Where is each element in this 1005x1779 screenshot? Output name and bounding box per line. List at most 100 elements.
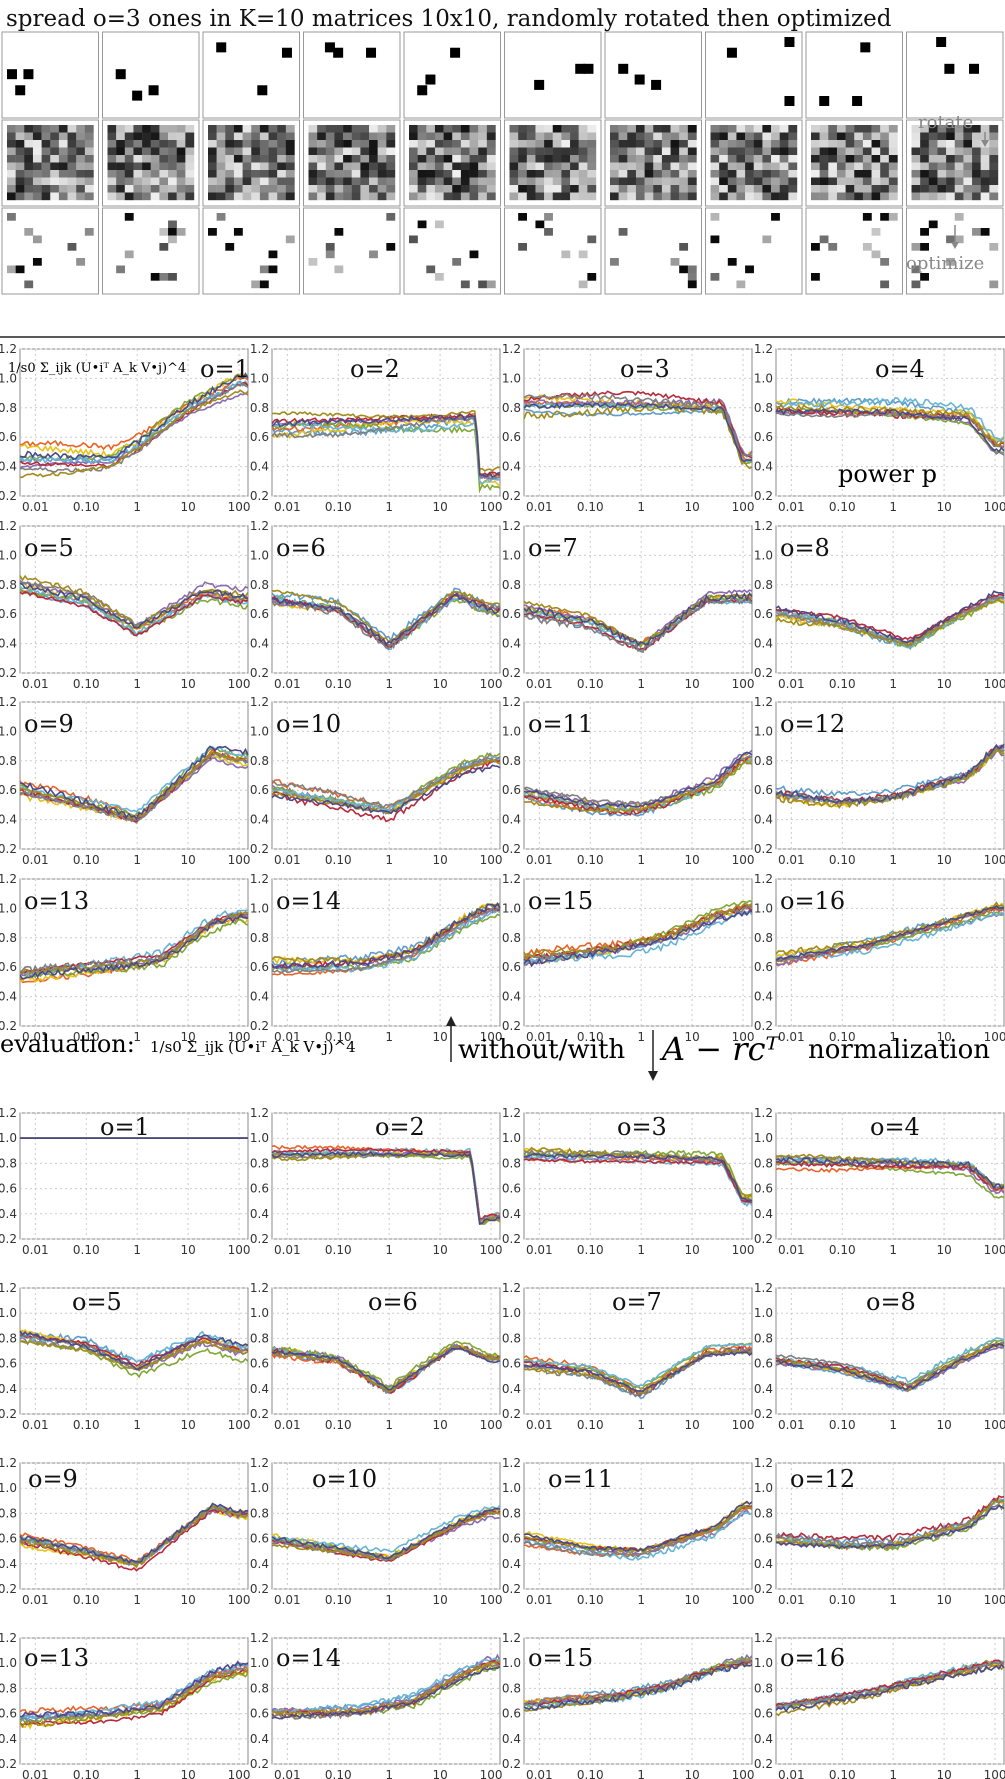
y-tick-label: 0.8 (502, 931, 521, 945)
matrix-pixel (911, 162, 921, 171)
matrix-pixel (308, 177, 318, 186)
matrix-pixel (679, 243, 689, 251)
matrix-pixel (277, 147, 287, 156)
matrix-pixel (76, 140, 86, 148)
y-tick-label: 0.8 (754, 1331, 773, 1345)
matrix-pixel (116, 265, 125, 274)
matrix-pixel (478, 155, 488, 163)
matrix-pixel (509, 132, 519, 141)
x-tick-label: 100 (984, 1768, 1005, 1779)
matrix-pixel (845, 170, 855, 178)
y-tick-label: 0.6 (502, 1532, 521, 1546)
matrix-pixel (880, 185, 890, 193)
x-tick-label: 1 (133, 1418, 141, 1432)
matrix-pixel (836, 155, 846, 163)
matrix-pixel (142, 192, 151, 201)
x-tick-label: 10 (432, 1243, 447, 1257)
matrix-pixel (845, 162, 855, 171)
matrix-pixel (150, 162, 160, 171)
matrix-pixel (518, 132, 527, 141)
matrix-pixel (343, 177, 352, 186)
matrix-pixel (409, 170, 418, 178)
matrix-pixel (819, 162, 829, 171)
matrix-pixel (251, 162, 261, 171)
matrix-pixel (124, 147, 134, 156)
matrix-pixel (687, 162, 697, 171)
matrix-pixel (745, 155, 754, 163)
matrix-pixel (710, 147, 720, 156)
matrix-pixel (107, 162, 117, 171)
matrix-pixel (871, 147, 881, 156)
x-tick-label: 0.10 (577, 1030, 604, 1044)
matrix-pixel (225, 162, 235, 171)
matrix-pixel (535, 162, 545, 171)
matrix-pixel (308, 132, 318, 141)
y-tick-label: 0.8 (0, 1506, 17, 1520)
matrix-pixel (32, 192, 42, 201)
matrix-pixel (954, 147, 964, 156)
y-tick-label: 0.8 (250, 931, 269, 945)
matrix-pixel (963, 185, 973, 193)
matrix-pixel (954, 177, 964, 186)
matrix-pixel (460, 155, 470, 163)
x-tick-label: 1 (889, 1593, 897, 1607)
matrix-pixel (251, 125, 261, 133)
matrix-pixel (58, 162, 68, 171)
matrix-pixel (753, 192, 763, 201)
matrix-pixel (618, 125, 628, 133)
y-tick-label: 1.2 (754, 1631, 773, 1645)
y-tick-label: 0.4 (754, 1557, 773, 1571)
matrix-pixel (124, 140, 134, 148)
matrix-pixel (133, 177, 143, 186)
matrix-pixel (176, 170, 186, 178)
matrix-pixel (277, 170, 287, 178)
matrix-pixel (469, 170, 479, 178)
matrix-pixel (552, 192, 562, 201)
matrix-pixel (727, 177, 737, 186)
matrix-pixel (911, 170, 921, 178)
matrix-pixel (854, 162, 864, 171)
matrix-pixel (635, 147, 645, 156)
y-tick-label: 0.6 (502, 430, 521, 444)
matrix-pixel (259, 125, 269, 133)
x-tick-label: 0.10 (73, 1768, 100, 1779)
y-tick-label: 1.0 (250, 1306, 269, 1320)
matrix-pixel (142, 140, 151, 148)
x-tick-label: 1 (889, 677, 897, 691)
figure-title: spread o=3 ones in K=10 matrices 10x10, … (6, 6, 892, 32)
y-tick-label: 0.4 (250, 1732, 269, 1746)
matrix-pixel (610, 140, 619, 148)
x-tick-label: 0.10 (73, 677, 100, 691)
matrix-pixel (920, 125, 929, 133)
matrix-pixel (84, 192, 94, 201)
y-tick-label: 0.8 (250, 1331, 269, 1345)
matrix-pixel (745, 140, 754, 148)
matrix-pixel (377, 192, 387, 201)
matrix-one (450, 47, 461, 58)
matrix-pixel (627, 155, 637, 163)
matrix-pixel (334, 185, 344, 193)
matrix-cell (705, 119, 803, 207)
series-line (776, 1504, 1005, 1550)
matrix-pixel (811, 132, 820, 141)
series-line (271, 415, 501, 481)
matrix-pixel (41, 155, 51, 163)
matrix-pixel (242, 192, 252, 201)
matrix-pixel (251, 147, 261, 156)
matrix-pixel (819, 192, 829, 201)
x-tick-label: 1 (889, 1243, 897, 1257)
matrix-pixel (518, 140, 527, 148)
matrix-pixel (561, 162, 571, 171)
matrix-pixel (762, 162, 772, 171)
matrix-pixel (710, 132, 720, 141)
matrix-pixel (771, 147, 780, 156)
matrix-pixel (828, 185, 838, 193)
matrix-pixel (653, 185, 663, 193)
matrix-pixel (325, 155, 335, 163)
matrix-pixel (41, 140, 51, 148)
